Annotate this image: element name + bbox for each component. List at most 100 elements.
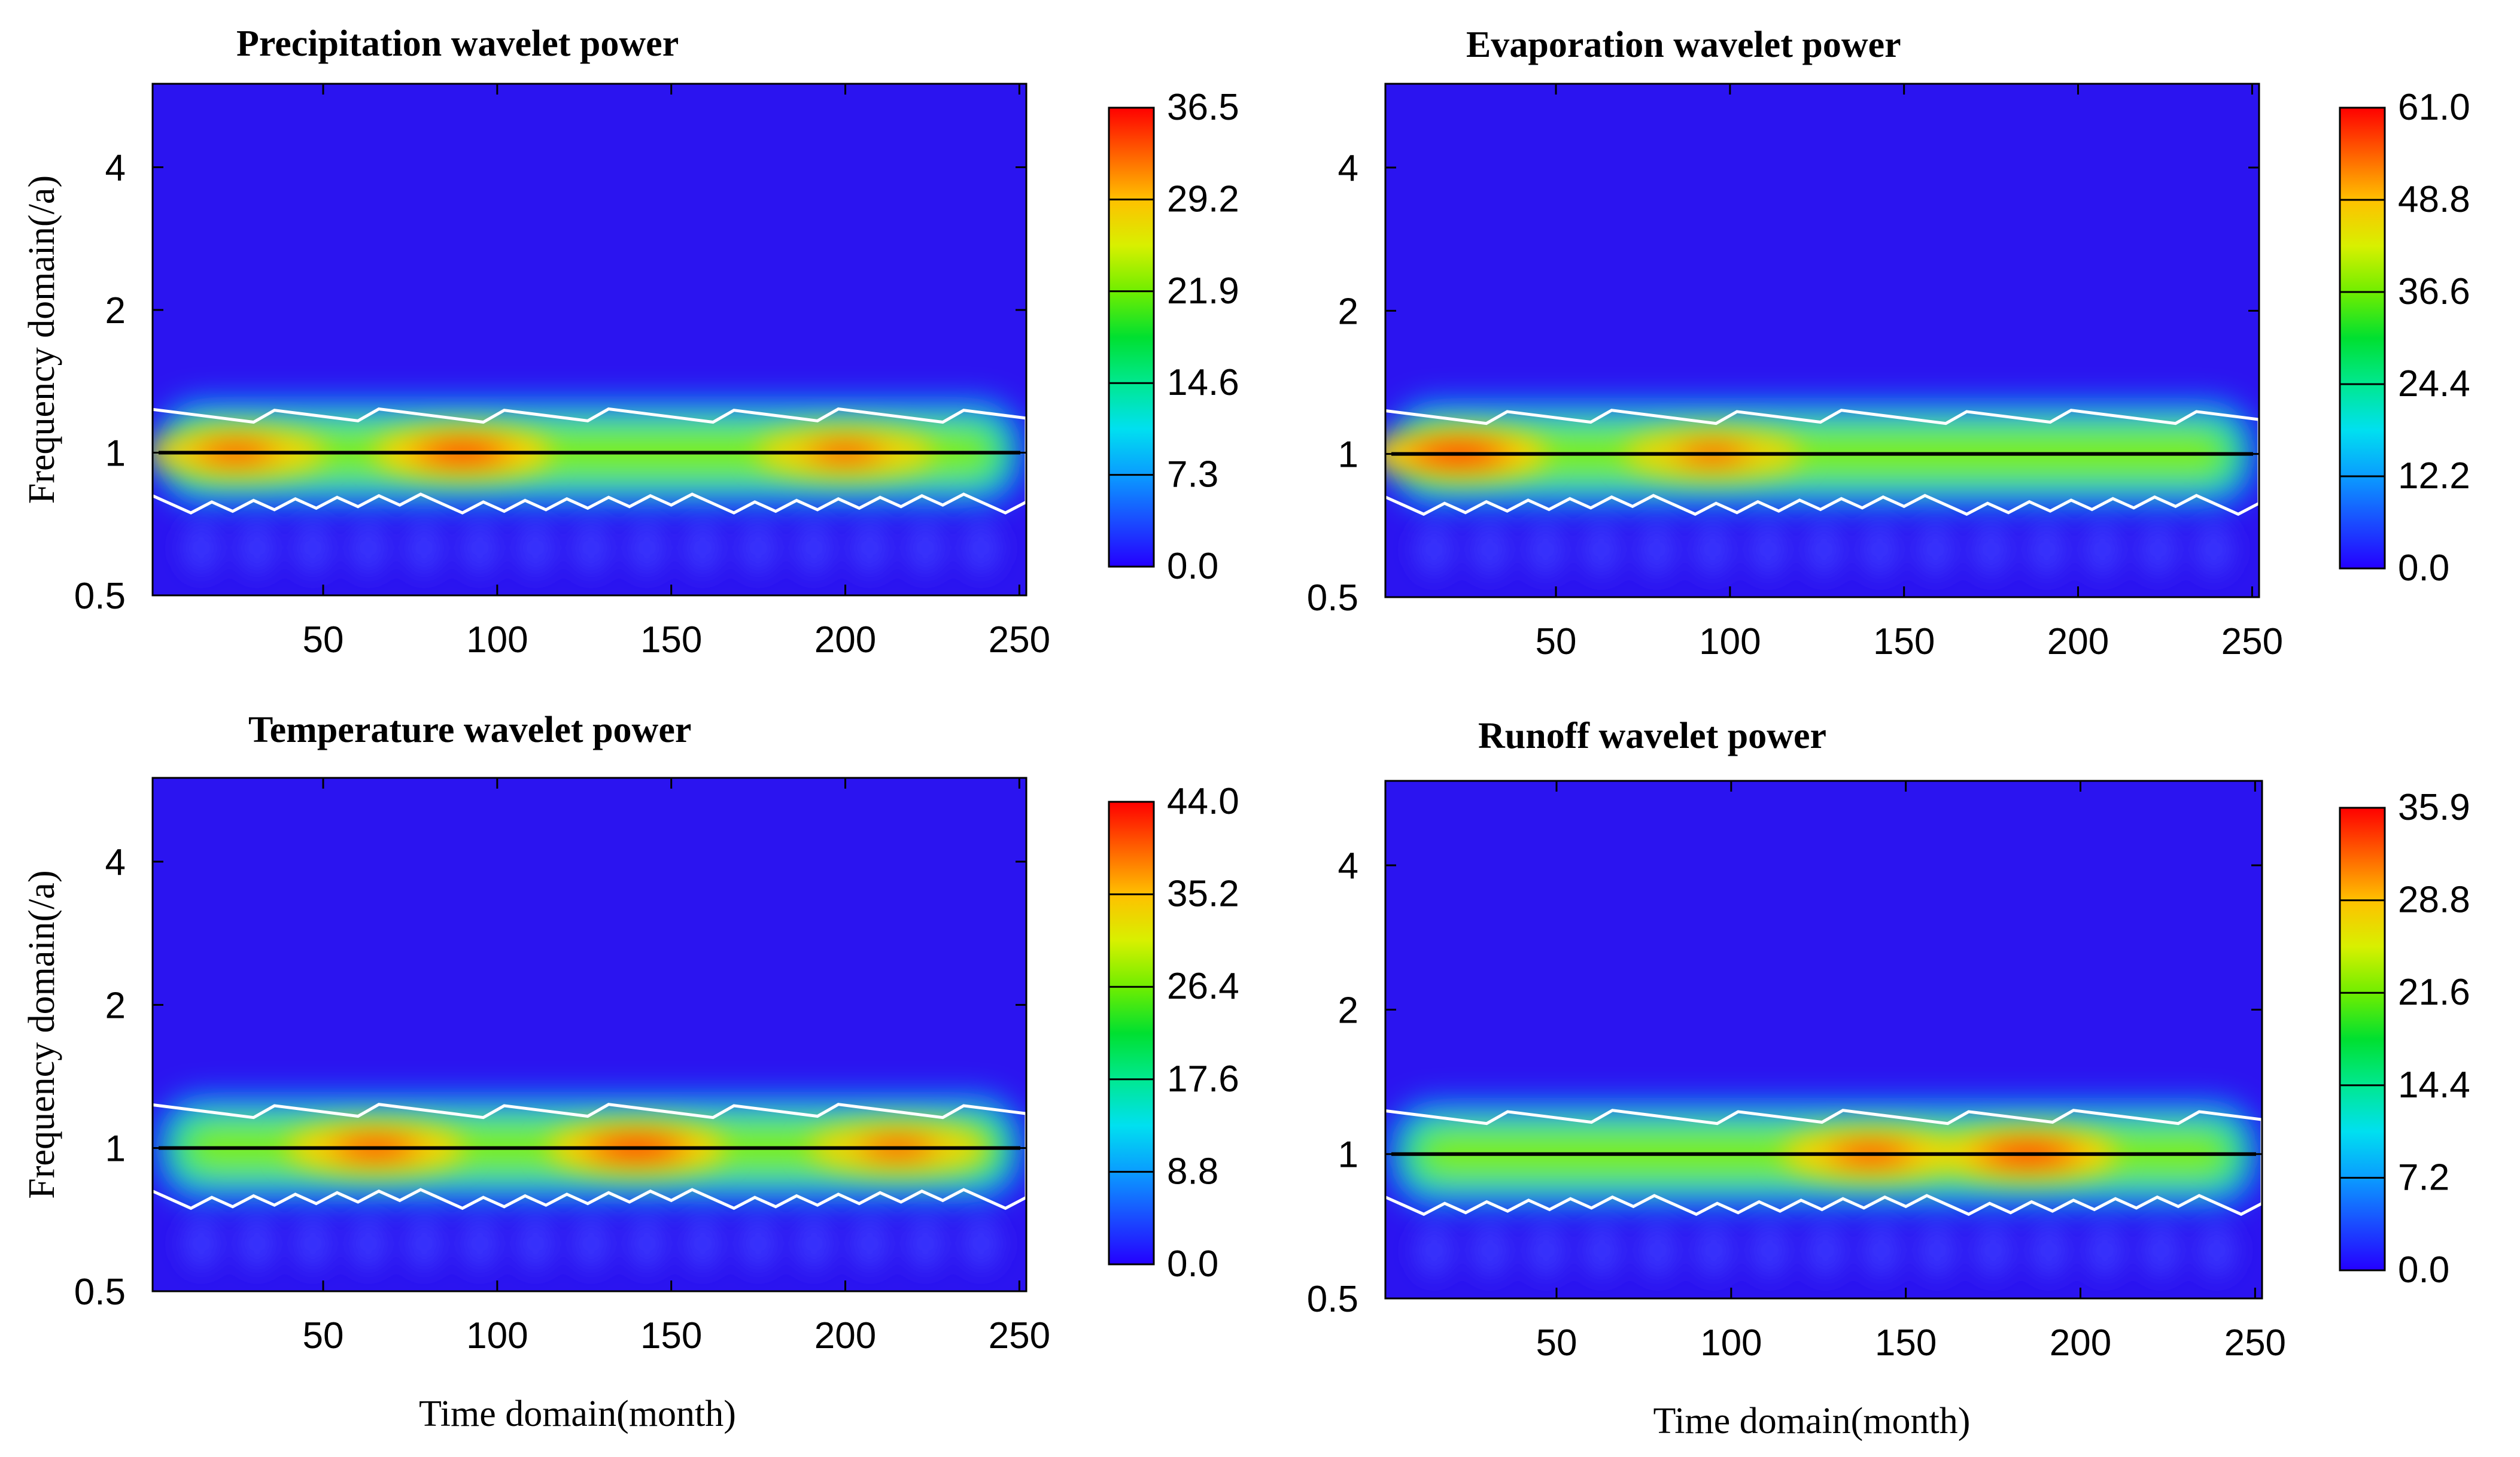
colorbar-tick-label: 0.0 xyxy=(2398,547,2449,589)
heatmap-area xyxy=(1385,84,2259,597)
y-tick-label: 2 xyxy=(105,290,126,331)
x-tick-label: 250 xyxy=(989,1315,1050,1356)
y-tick-label: 2 xyxy=(1338,291,1358,332)
plot-frame xyxy=(1384,780,2263,1300)
y-tick-label: 2 xyxy=(1338,990,1358,1031)
low-frequency-patches xyxy=(1413,1224,2238,1277)
y-tick-label: 0.5 xyxy=(1307,1279,1358,1320)
colorbar-tick-label: 12.2 xyxy=(2398,455,2470,497)
y-axis-label: Frequency domain(/a) xyxy=(22,870,62,1199)
x-tick-label: 150 xyxy=(640,619,702,661)
y-tick-label: 1 xyxy=(1338,1134,1358,1176)
significance-contour xyxy=(153,407,1026,515)
wavelet-panel-2: Evaporation wavelet power 50 100 150 200 250 0… xyxy=(1307,25,2470,662)
x-tick-label: 250 xyxy=(989,619,1050,661)
colorbar-tick-label: 35.9 xyxy=(2398,787,2470,828)
y-tick-label: 0.5 xyxy=(74,576,126,617)
colorbar: 0.0 12.2 24.4 36.6 48.8 61.0 xyxy=(2339,87,2470,589)
colorbar-tick-label: 26.4 xyxy=(1167,966,1239,1007)
x-tick-label: 250 xyxy=(2221,621,2283,662)
plot-frame xyxy=(151,777,1028,1292)
x-axis-label: Time domain(month) xyxy=(1653,1401,1971,1441)
colorbar-tick-label: 44.0 xyxy=(1167,781,1239,822)
heatmap-area xyxy=(153,84,1026,595)
x-tick-label: 150 xyxy=(1873,621,1935,662)
x-tick-label: 100 xyxy=(466,619,528,661)
y-tick-label: 2 xyxy=(105,985,126,1026)
colorbar-tick-label: 28.8 xyxy=(2398,880,2470,921)
wavelet-panel-4: Runoff wavelet power 50 100 150 200 250 0.5 1 2 4… xyxy=(1307,716,2470,1441)
colorbar-gradient xyxy=(2339,807,2386,1272)
significance-contour xyxy=(1385,409,2259,516)
heatmap-background xyxy=(153,778,1026,1291)
x-tick-label: 250 xyxy=(2224,1322,2286,1364)
x-tick-label: 150 xyxy=(1875,1322,1937,1364)
colorbar-tick-label: 61.0 xyxy=(2398,87,2470,128)
heatmap-background xyxy=(153,84,1026,595)
wavelet-panel-3: Temperature wavelet power 50 100 150 200 250 0… xyxy=(22,710,1239,1434)
panel-title: Temperature wavelet power xyxy=(248,710,691,750)
panel-title: Evaporation wavelet power xyxy=(1466,25,1901,65)
colorbar-tick-label: 36.6 xyxy=(2398,271,2470,312)
x-tick-label: 50 xyxy=(303,619,344,661)
plot-frame xyxy=(1384,83,2260,598)
y-tick-label: 0.5 xyxy=(1307,577,1358,619)
colorbar-tick-label: 0.0 xyxy=(1167,546,1218,587)
y-tick-label: 4 xyxy=(1338,845,1358,887)
x-tick-label: 50 xyxy=(1536,621,1577,662)
colorbar-tick-label: 24.4 xyxy=(2398,363,2470,404)
x-tick-label: 200 xyxy=(2047,621,2109,662)
colorbar-tick-label: 0.0 xyxy=(1167,1243,1218,1285)
wavelet-panel-1: Precipitation wavelet power 50 100 150 200 25… xyxy=(22,23,1239,661)
colorbar-tick-label: 14.4 xyxy=(2398,1064,2470,1106)
colorbar: 0.0 7.3 14.6 21.9 29.2 36.5 xyxy=(1108,87,1239,587)
y-tick-label: 1 xyxy=(105,433,126,474)
y-tick-label: 4 xyxy=(105,842,126,883)
colorbar-tick-label: 48.8 xyxy=(2398,179,2470,220)
y-tick-label: 4 xyxy=(105,148,126,189)
colorbar-tick-label: 17.6 xyxy=(1167,1058,1239,1100)
colorbar-tick-label: 0.0 xyxy=(2398,1249,2449,1291)
y-axis-label: Frequency domain(/a) xyxy=(22,175,62,504)
x-tick-label: 50 xyxy=(1536,1322,1577,1364)
heatmap-area xyxy=(1385,781,2262,1298)
colorbar-tick-label: 21.9 xyxy=(1167,270,1239,312)
colorbar: 0.0 7.2 14.4 21.6 28.8 35.9 xyxy=(2339,787,2470,1291)
colorbar-tick-label: 35.2 xyxy=(1167,874,1239,915)
colorbar-tick-label: 8.8 xyxy=(1167,1151,1218,1192)
x-tick-label: 150 xyxy=(640,1315,702,1356)
plot-frame xyxy=(151,83,1028,597)
x-tick-label: 200 xyxy=(2050,1322,2111,1364)
x-axis-label: Time domain(month) xyxy=(419,1394,736,1434)
y-tick-label: 4 xyxy=(1338,148,1358,189)
x-tick-label: 100 xyxy=(1700,1322,1762,1364)
colorbar: 0.0 8.8 17.6 26.4 35.2 44.0 xyxy=(1108,781,1239,1285)
low-frequency-patches xyxy=(181,521,1002,574)
colorbar-gradient xyxy=(2339,107,2386,570)
y-tick-label: 0.5 xyxy=(74,1272,126,1313)
y-tick-label: 1 xyxy=(105,1129,126,1170)
heatmap-area xyxy=(153,778,1026,1291)
colorbar-tick-label: 14.6 xyxy=(1167,362,1239,403)
x-tick-label: 100 xyxy=(466,1315,528,1356)
x-tick-label: 50 xyxy=(303,1315,344,1356)
x-tick-label: 100 xyxy=(1699,621,1761,662)
x-tick-label: 200 xyxy=(814,619,876,661)
colorbar-tick-label: 7.3 xyxy=(1167,454,1218,495)
colorbar-tick-label: 36.5 xyxy=(1167,87,1239,128)
colorbar-tick-label: 21.6 xyxy=(2398,972,2470,1013)
y-tick-label: 1 xyxy=(1338,434,1358,476)
panel-title: Precipitation wavelet power xyxy=(236,23,679,64)
low-frequency-patches xyxy=(181,1217,1002,1270)
colorbar-gradient xyxy=(1108,107,1155,568)
colorbar-tick-label: 7.2 xyxy=(2398,1157,2449,1198)
significance-contour xyxy=(153,1103,1026,1210)
significance-contour xyxy=(1385,1109,2262,1216)
heatmap-background xyxy=(1385,84,2259,597)
heatmap-background xyxy=(1385,781,2262,1298)
colorbar-gradient xyxy=(1108,801,1155,1266)
low-frequency-patches xyxy=(1413,523,2235,576)
x-tick-label: 200 xyxy=(814,1315,876,1356)
panel-title: Runoff wavelet power xyxy=(1478,716,1826,756)
